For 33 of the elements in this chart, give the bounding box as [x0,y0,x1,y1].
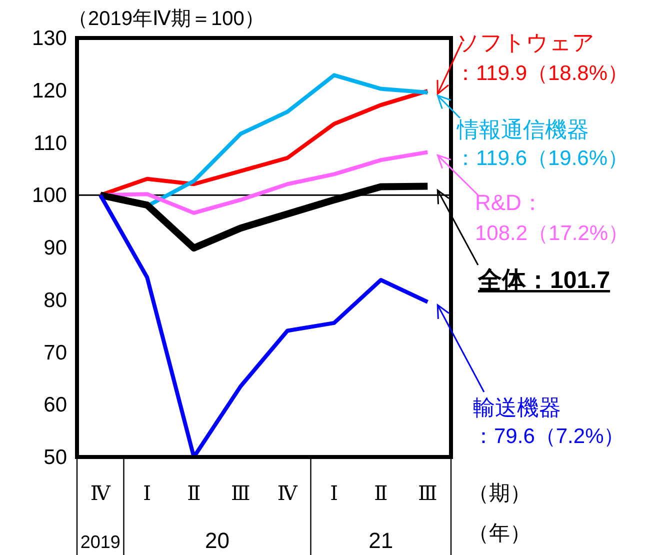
text: ソフトウェア [457,30,595,55]
y-tick-label: 80 [44,288,67,312]
text: 108.2（17.2%） [475,222,630,245]
x-tick-label: Ⅳ [90,481,112,505]
text: ：101.7 [526,267,610,294]
text: 輸送機器 [473,395,561,420]
x-tick-label: Ⅳ [277,481,298,505]
y-tick-label: 70 [44,341,67,364]
text: 全体 [477,267,527,294]
y-tick-label: 90 [44,236,67,260]
y-tick-label: 100 [32,184,67,208]
text: （年） [468,522,531,545]
x-tick-label: Ⅰ [143,481,152,505]
y-tick-label: 60 [44,394,67,417]
y-tick-label: 130 [32,27,67,50]
text: 21 [368,528,394,553]
text: （期） [468,482,531,505]
x-tick-label: Ⅱ [374,481,388,505]
text: （2019年Ⅳ期＝100） [68,8,264,30]
legend-label: R&D： [475,190,544,215]
y-tick-label: 110 [34,132,67,155]
text: ：79.6（7.2%） [473,425,625,448]
legend-label: 情報通信機器 [456,117,589,142]
text: ：119.9（18.8%） [455,62,629,85]
text: 2019 [80,532,120,552]
text: 20 [205,528,230,553]
text: ：119.6（19.6%） [455,147,629,170]
y-tick-label: 120 [32,79,67,102]
x-tick-label: Ⅲ [418,481,438,505]
x-tick-label: Ⅲ [230,481,250,505]
x-tick-label: Ⅱ [187,481,201,505]
x-tick-label: Ⅰ [330,481,338,505]
y-tick-label: 50 [44,446,67,469]
